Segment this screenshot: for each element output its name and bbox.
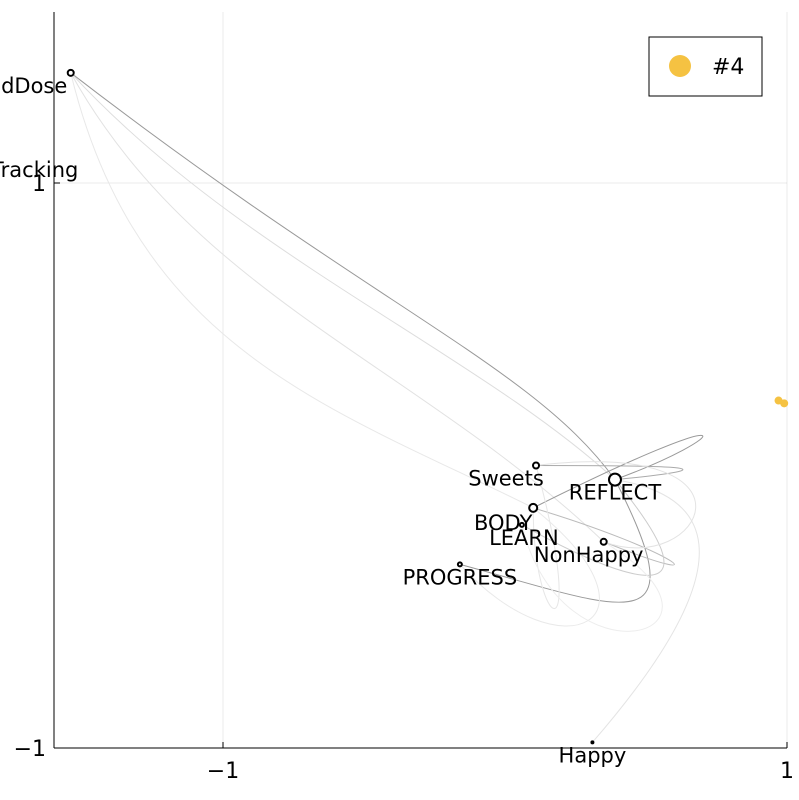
- node-label: LEARN: [489, 526, 559, 550]
- network-edge: [532, 465, 560, 610]
- network-edge: [70, 72, 616, 480]
- network-edge: [459, 479, 651, 603]
- node-label: Happy: [559, 743, 627, 767]
- grid-lines: [54, 12, 788, 749]
- node-label: SkippedDose: [0, 74, 67, 98]
- x-tick-label: 1: [780, 759, 794, 784]
- node-label: NonHappy: [534, 543, 644, 567]
- node-marker: [528, 502, 539, 513]
- node-marker: [590, 740, 595, 745]
- node-marker: [532, 461, 541, 470]
- node-label: Sweets: [468, 467, 544, 491]
- network-edge: [521, 524, 663, 632]
- axis-ticks: −1 1 1 −1: [14, 172, 794, 784]
- node-marker: [599, 537, 608, 546]
- axes: [53, 12, 787, 749]
- node-labels: SkippedDose eTracking Sweets REFLECT BODYLEA…: [0, 74, 661, 768]
- node-label: REFLECT: [569, 481, 662, 505]
- y-tick-label: 1: [32, 172, 46, 197]
- network-edge: [532, 434, 704, 509]
- network-edge: [70, 72, 616, 480]
- node-marker: [66, 68, 75, 77]
- legend: #4: [648, 36, 763, 97]
- node-label: PROGRESS: [403, 565, 518, 589]
- network-edge: [70, 72, 605, 543]
- network-edges: [70, 72, 704, 743]
- network-edge: [535, 461, 697, 549]
- network-edge: [536, 465, 684, 481]
- node-marker: [456, 561, 463, 568]
- network-edge: [592, 479, 700, 743]
- network-edge: [459, 507, 600, 627]
- node-label: BODY: [474, 511, 533, 535]
- legend-label: #4: [712, 55, 744, 80]
- legend-box: [648, 36, 763, 97]
- legend-swatch: [669, 55, 691, 77]
- node-marker: [607, 472, 622, 487]
- node-label: eTracking: [0, 158, 78, 182]
- network-edge: [70, 72, 534, 509]
- y-tick-label: −1: [14, 737, 46, 762]
- network-edge: [533, 507, 675, 566]
- scatter-point: [780, 399, 789, 408]
- scatter-series: [774, 396, 789, 408]
- node-marker: [518, 521, 525, 528]
- x-tick-label: −1: [207, 759, 239, 784]
- network-nodes: [66, 68, 622, 745]
